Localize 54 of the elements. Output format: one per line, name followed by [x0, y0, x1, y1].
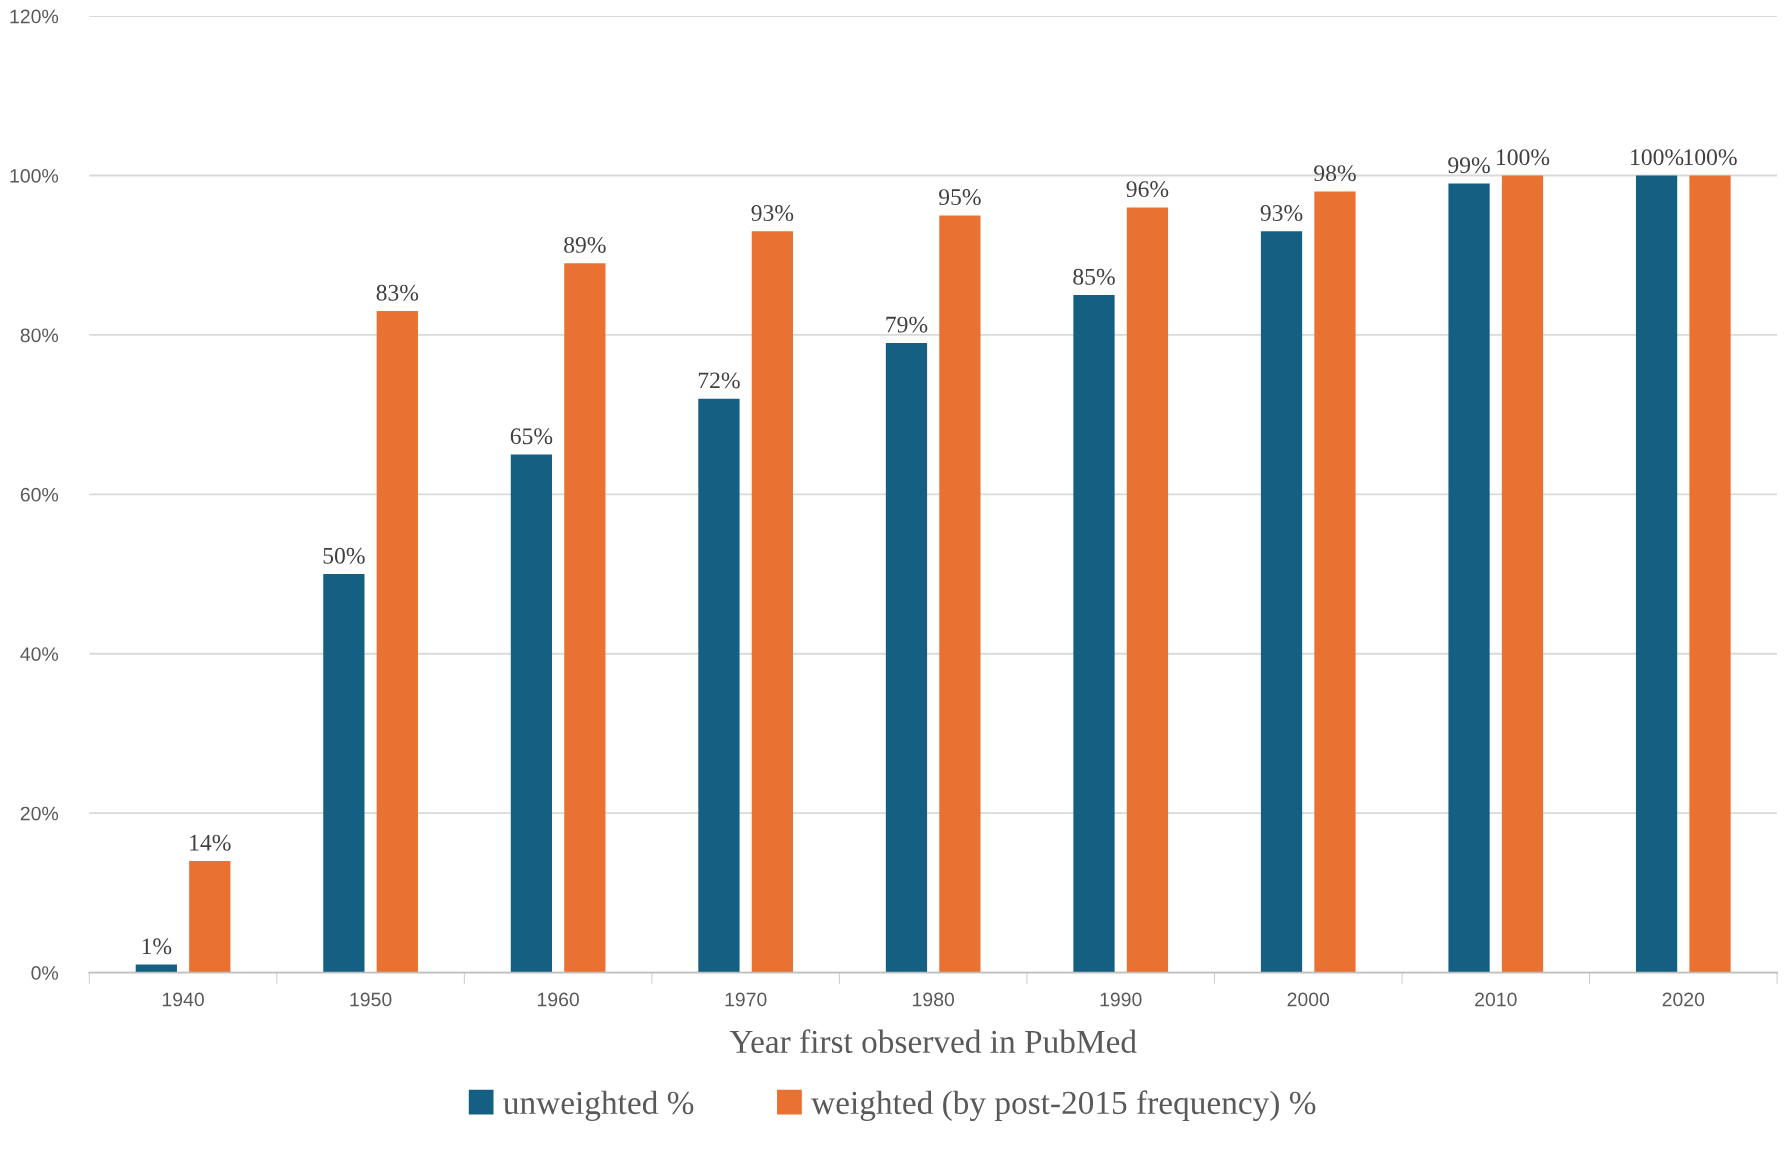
bar	[510, 454, 553, 973]
bar	[1260, 231, 1303, 973]
x-tick-label: 1960	[537, 992, 579, 1007]
y-tick-label: 100%	[10, 169, 59, 183]
x-tick-label: 2000	[1287, 992, 1330, 1007]
bar	[189, 861, 231, 973]
x-tick-label: 1980	[913, 992, 955, 1007]
x-tick-label: 1950	[350, 992, 392, 1007]
x-tick-label: 1970	[725, 992, 767, 1007]
bar	[1314, 191, 1356, 973]
legend-label: unweighted %	[503, 1090, 694, 1121]
bar	[323, 574, 365, 973]
data-label: 93%	[751, 205, 794, 222]
bar	[376, 311, 418, 973]
bar	[1635, 175, 1678, 973]
data-label: 95%	[939, 189, 981, 206]
data-label: 1%	[142, 938, 172, 955]
data-label: 14%	[190, 834, 231, 851]
y-tick-label: 40%	[20, 647, 59, 662]
bar	[1501, 175, 1544, 973]
y-tick-label: 120%	[10, 9, 59, 24]
data-label: 98%	[1314, 165, 1356, 182]
data-label: 79%	[886, 316, 928, 333]
x-tick-label: 1990	[1100, 992, 1142, 1007]
x-tick-label: 2020	[1662, 992, 1705, 1007]
bar	[885, 342, 928, 973]
y-tick-label: 0%	[31, 966, 59, 980]
data-label: 100%	[1497, 149, 1550, 166]
y-tick-label: 80%	[20, 328, 59, 343]
bar	[939, 215, 981, 973]
bar	[564, 263, 606, 973]
data-label: 85%	[1073, 268, 1115, 285]
x-axis-title: Year first observed in PubMed	[729, 1029, 1137, 1054]
data-label: 89%	[564, 236, 606, 253]
data-label: 100%	[1631, 149, 1684, 166]
y-tick-label: 20%	[20, 806, 59, 821]
bar	[698, 398, 740, 973]
x-tick-label: 2010	[1475, 992, 1517, 1007]
bar	[1073, 295, 1115, 973]
data-label: 100%	[1684, 149, 1737, 166]
data-label: 83%	[376, 284, 419, 301]
data-label: 96%	[1126, 181, 1169, 198]
data-label: 65%	[510, 428, 553, 445]
data-label: 93%	[1260, 205, 1303, 222]
x-tick-label: 1940	[162, 992, 204, 1007]
bar	[1126, 207, 1169, 973]
data-label: 72%	[698, 372, 740, 389]
bar	[1689, 175, 1731, 973]
bar	[1448, 183, 1490, 973]
bar	[751, 231, 794, 973]
y-tick-label: 60%	[20, 487, 59, 502]
legend-label: weighted (by post-2015 frequency) %	[811, 1090, 1316, 1121]
data-label: 50%	[323, 547, 365, 564]
data-label: 99%	[1448, 157, 1490, 174]
